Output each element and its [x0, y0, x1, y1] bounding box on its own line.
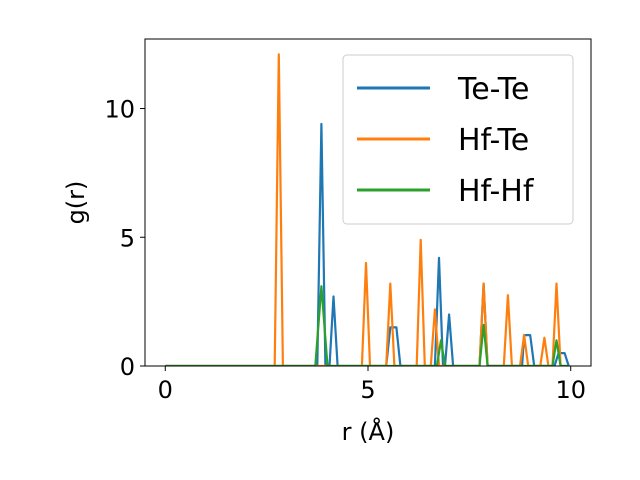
- series-line-hf-hf: [165, 285, 569, 366]
- y-tick-label: 10: [104, 96, 135, 124]
- y-tick-label: 0: [120, 353, 135, 381]
- legend-box: [342, 54, 574, 225]
- legend-label-te-te: Te-Te: [457, 72, 529, 107]
- x-tick-label: 5: [360, 376, 375, 404]
- ticks-layer: 0 5 10 0 5 10: [104, 96, 586, 404]
- x-tick-label: 10: [555, 376, 586, 404]
- series-layer: [165, 53, 570, 366]
- x-axis-label: r (Å): [342, 417, 395, 446]
- series-line-hf-te: [165, 53, 569, 366]
- y-axis-label: g(r): [62, 181, 90, 225]
- legend-label-hf-hf: Hf-Hf: [458, 174, 535, 209]
- legend: Te-Te Hf-Te Hf-Hf: [342, 54, 574, 225]
- x-tick-label: 0: [158, 376, 173, 404]
- y-tick-label: 5: [120, 224, 135, 252]
- series-line-te-te: [165, 122, 570, 366]
- legend-label-hf-te: Hf-Te: [458, 123, 529, 158]
